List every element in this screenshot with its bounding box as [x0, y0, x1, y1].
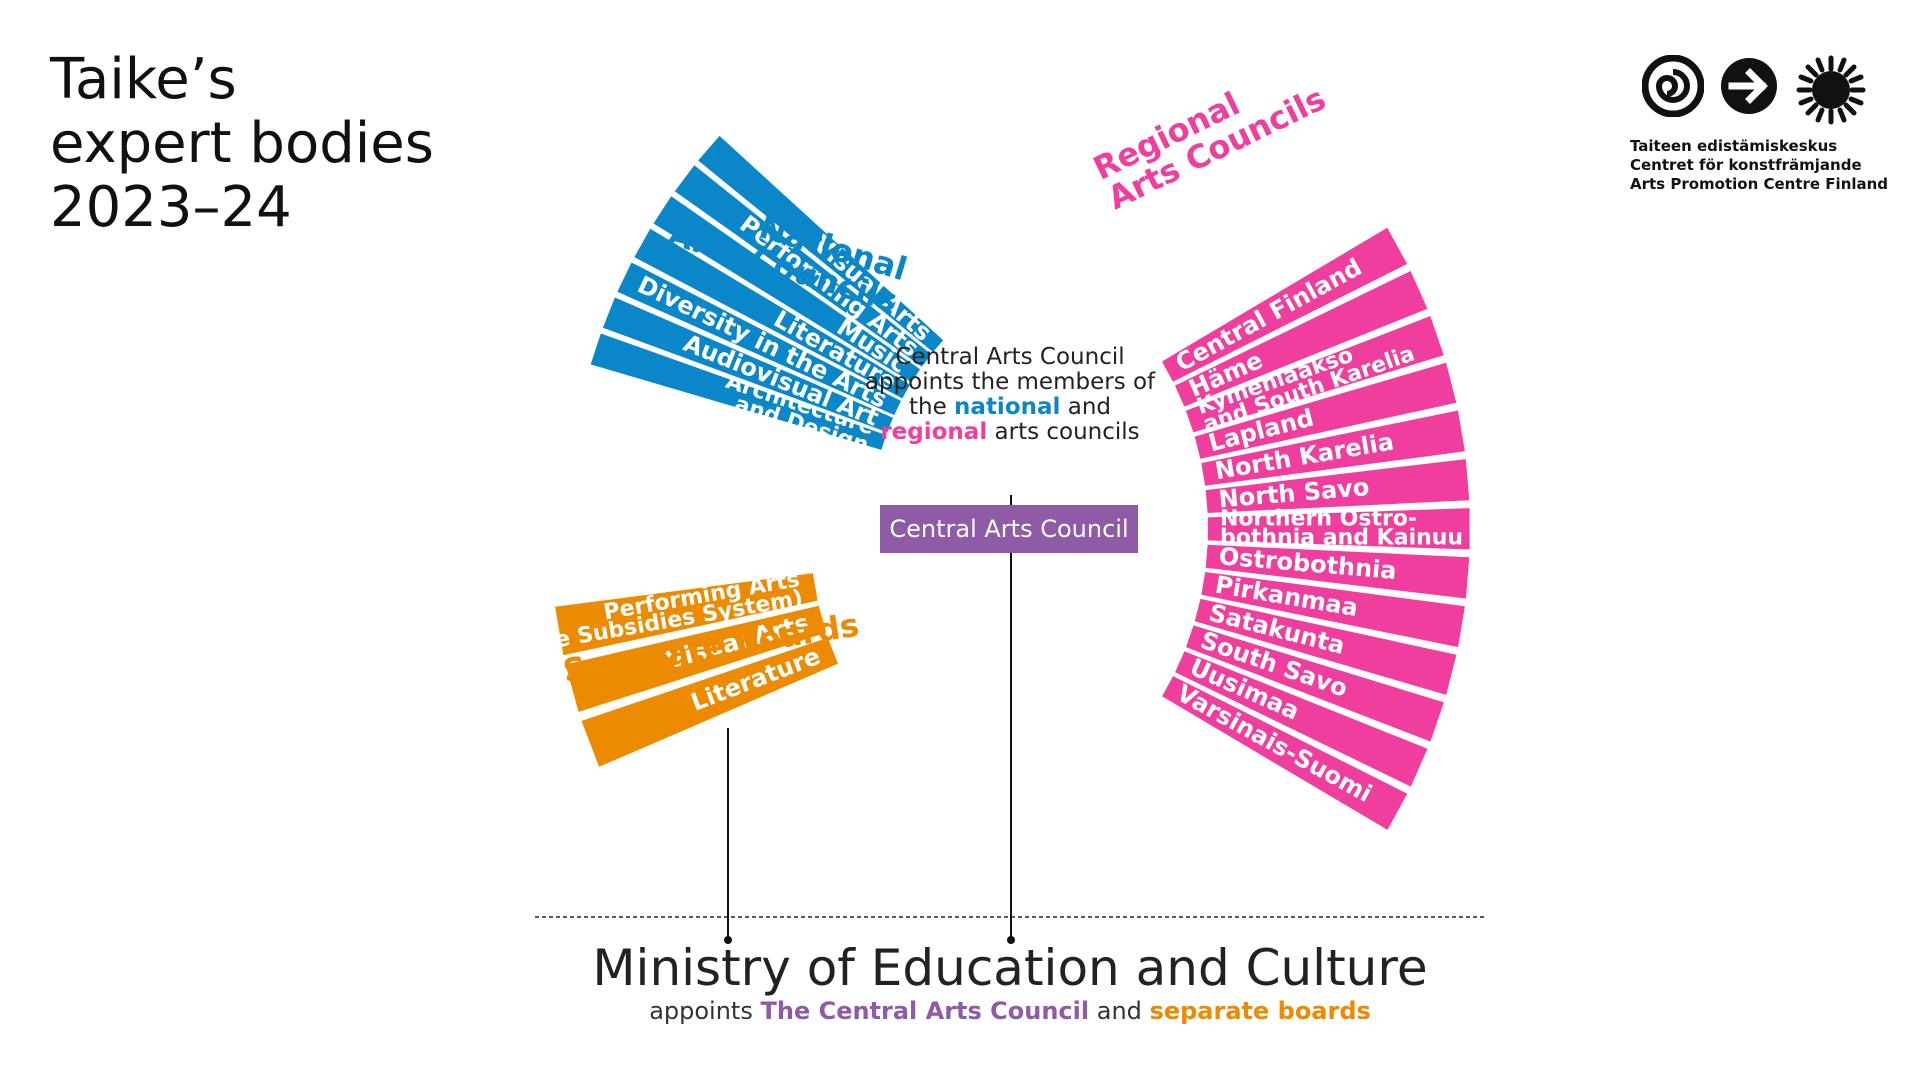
appoint-text-national: national: [954, 394, 1061, 420]
ministry-sub-pre: appoints: [649, 997, 753, 1025]
regional-varsinais-suomi-bar: [1162, 676, 1408, 830]
regional-pirkanmaa-bar: [1201, 572, 1465, 648]
national-performing-arts-bar: [674, 165, 932, 367]
spiral-icon: [1642, 55, 1704, 117]
ministry-subtitle: appoints The Central Arts Council and se…: [510, 996, 1510, 1026]
regional-ostrobothnia-bar: [1205, 544, 1470, 599]
taike-logo: Taiteen edistämiskeskus Centret för kons…: [1630, 55, 1910, 215]
regional-central-finland-bar: [1162, 227, 1408, 382]
page-title: Taike’s expert bodies 2023–24: [50, 48, 434, 240]
national-architecture-and-design-bar: [590, 333, 887, 450]
ministry-sub-and: and: [1096, 997, 1142, 1025]
regional-northern-ostro-bothnia-and-kainuu-label-line1: Northern Ostro-: [1220, 506, 1417, 531]
national-audiovisual-art-bar: [602, 297, 893, 433]
org-name-fi: Taiteen edistämiskeskus: [1630, 137, 1838, 155]
national-literature-bar: [634, 228, 910, 399]
separate-connector-dot: [724, 936, 732, 944]
appoint-text-and: and: [1067, 394, 1111, 420]
org-name-en: Arts Promotion Centre Finland: [1630, 175, 1889, 193]
regional-uusimaa-bar: [1175, 651, 1428, 787]
national-visual-arts-bar: [698, 135, 944, 352]
national-diversity-in-the-arts-bar: [617, 262, 901, 416]
page-title-line1: Taike’s: [50, 47, 237, 112]
regional-title: Regional Arts Councils: [1087, 79, 1331, 217]
regional-lapland-bar: [1194, 362, 1457, 459]
regional-satakunta-bar: [1194, 598, 1457, 695]
arrow-circle-icon: [1721, 58, 1777, 114]
separate-visual-arts-bar: [565, 605, 827, 712]
ministry-block: Ministry of Education and Culture appoin…: [510, 940, 1510, 1026]
regional-north-savo-bar: [1205, 459, 1470, 513]
ministry-title: Ministry of Education and Culture: [592, 939, 1428, 997]
regional-northern-ostro-bothnia-and-kainuu-bar: [1207, 508, 1470, 550]
regional-kymenlaakso-and-south-karelia-bar: [1185, 316, 1444, 433]
ministry-sub-cac: The Central Arts Council: [760, 997, 1090, 1025]
appoint-text-post: arts councils: [994, 419, 1140, 445]
page-title-line3: 2023–24: [50, 175, 292, 240]
national-music-bar: [653, 196, 921, 383]
regional-h-me-bar: [1175, 271, 1428, 407]
org-name-sv: Centret för konstfrämjande: [1630, 156, 1862, 174]
separate-performing-arts-state-subsidies-system-bar: [555, 573, 818, 656]
central-connector-dot: [1007, 936, 1015, 944]
page-title-line2: expert bodies: [50, 111, 434, 176]
sun-icon: [1796, 55, 1866, 125]
regional-northern-ostro-bothnia-and-kainuu-label-line2: bothnia and Kainuu: [1220, 525, 1463, 550]
regional-south-savo-bar: [1186, 625, 1444, 742]
central-appoints-text: Central Arts Council appoints the member…: [860, 345, 1160, 445]
separate-literature-bar: [581, 637, 838, 767]
appoint-text-pre: Central Arts Council appoints the member…: [864, 344, 1156, 420]
appoint-text-regional: regional: [880, 419, 988, 445]
regional-north-karelia-bar: [1201, 410, 1465, 486]
central-arts-council-box: Central Arts Council: [880, 505, 1138, 553]
ministry-sub-separate: separate boards: [1149, 997, 1371, 1025]
